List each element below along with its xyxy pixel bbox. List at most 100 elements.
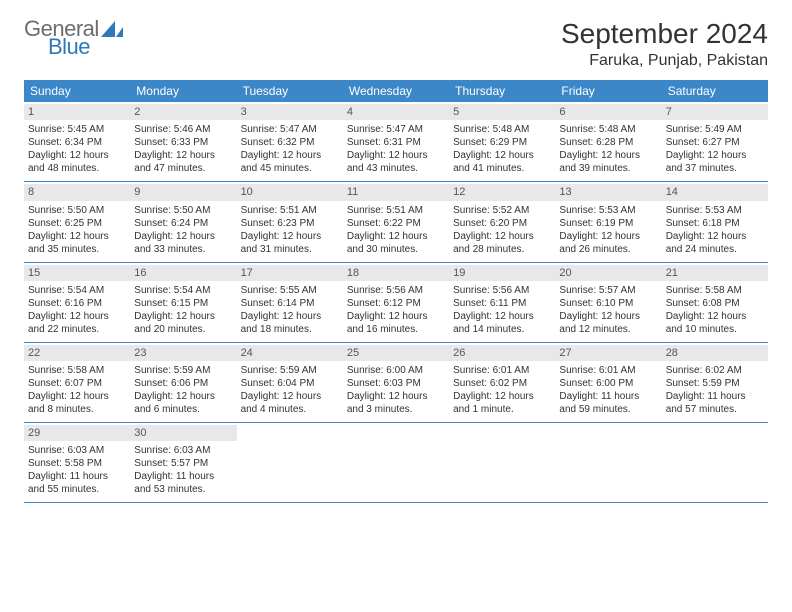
sunrise-text: Sunrise: 5:57 AM (559, 284, 657, 297)
day-number: 13 (555, 184, 661, 200)
day-cell: 16Sunrise: 5:54 AMSunset: 6:15 PMDayligh… (130, 263, 236, 342)
sunrise-text: Sunrise: 5:53 AM (666, 204, 764, 217)
daylight-text: Daylight: 12 hours (453, 149, 551, 162)
daylight-text: Daylight: 12 hours (28, 390, 126, 403)
day-number: 10 (237, 184, 343, 200)
sunset-text: Sunset: 5:58 PM (28, 457, 126, 470)
daylight-text: and 16 minutes. (347, 323, 445, 336)
day-cell: 21Sunrise: 5:58 AMSunset: 6:08 PMDayligh… (662, 263, 768, 342)
sunset-text: Sunset: 6:34 PM (28, 136, 126, 149)
sunset-text: Sunset: 6:24 PM (134, 217, 232, 230)
day-number: 25 (343, 345, 449, 361)
sunrise-text: Sunrise: 5:59 AM (241, 364, 339, 377)
sunset-text: Sunset: 6:29 PM (453, 136, 551, 149)
sunrise-text: Sunrise: 5:48 AM (559, 123, 657, 136)
daylight-text: Daylight: 12 hours (28, 310, 126, 323)
daylight-text: Daylight: 12 hours (134, 390, 232, 403)
sunset-text: Sunset: 6:06 PM (134, 377, 232, 390)
day-cell: 28Sunrise: 6:02 AMSunset: 5:59 PMDayligh… (662, 343, 768, 422)
daylight-text: Daylight: 12 hours (347, 310, 445, 323)
sunrise-text: Sunrise: 5:53 AM (559, 204, 657, 217)
day-cell-empty (343, 423, 449, 502)
day-number: 9 (130, 184, 236, 200)
day-cell: 12Sunrise: 5:52 AMSunset: 6:20 PMDayligh… (449, 182, 555, 261)
daylight-text: and 26 minutes. (559, 243, 657, 256)
daylight-text: Daylight: 11 hours (28, 470, 126, 483)
sunrise-text: Sunrise: 5:50 AM (134, 204, 232, 217)
sunset-text: Sunset: 6:33 PM (134, 136, 232, 149)
sunrise-text: Sunrise: 6:03 AM (28, 444, 126, 457)
sunrise-text: Sunrise: 5:54 AM (28, 284, 126, 297)
daylight-text: and 47 minutes. (134, 162, 232, 175)
week-row: 15Sunrise: 5:54 AMSunset: 6:16 PMDayligh… (24, 263, 768, 343)
day-number: 20 (555, 265, 661, 281)
day-cell-empty (449, 423, 555, 502)
daylight-text: and 28 minutes. (453, 243, 551, 256)
week-row: 22Sunrise: 5:58 AMSunset: 6:07 PMDayligh… (24, 343, 768, 423)
daylight-text: Daylight: 11 hours (666, 390, 764, 403)
sunrise-text: Sunrise: 5:46 AM (134, 123, 232, 136)
sunset-text: Sunset: 6:14 PM (241, 297, 339, 310)
week-row: 29Sunrise: 6:03 AMSunset: 5:58 PMDayligh… (24, 423, 768, 503)
weekday-header: Friday (555, 80, 661, 102)
daylight-text: Daylight: 12 hours (666, 149, 764, 162)
day-number: 26 (449, 345, 555, 361)
sunrise-text: Sunrise: 5:58 AM (666, 284, 764, 297)
day-number: 11 (343, 184, 449, 200)
day-number: 22 (24, 345, 130, 361)
daylight-text: and 33 minutes. (134, 243, 232, 256)
day-number: 29 (24, 425, 130, 441)
sunrise-text: Sunrise: 5:50 AM (28, 204, 126, 217)
sunset-text: Sunset: 6:12 PM (347, 297, 445, 310)
daylight-text: and 30 minutes. (347, 243, 445, 256)
location-text: Faruka, Punjab, Pakistan (561, 52, 768, 70)
day-cell: 15Sunrise: 5:54 AMSunset: 6:16 PMDayligh… (24, 263, 130, 342)
sunrise-text: Sunrise: 5:51 AM (241, 204, 339, 217)
day-cell: 13Sunrise: 5:53 AMSunset: 6:19 PMDayligh… (555, 182, 661, 261)
sunrise-text: Sunrise: 6:00 AM (347, 364, 445, 377)
sunset-text: Sunset: 6:00 PM (559, 377, 657, 390)
daylight-text: Daylight: 12 hours (347, 390, 445, 403)
day-cell-empty (237, 423, 343, 502)
day-number: 5 (449, 104, 555, 120)
daylight-text: Daylight: 12 hours (666, 230, 764, 243)
daylight-text: and 1 minute. (453, 403, 551, 416)
sunset-text: Sunset: 6:32 PM (241, 136, 339, 149)
sunset-text: Sunset: 6:03 PM (347, 377, 445, 390)
daylight-text: Daylight: 12 hours (28, 230, 126, 243)
daylight-text: and 31 minutes. (241, 243, 339, 256)
sunset-text: Sunset: 6:07 PM (28, 377, 126, 390)
sail-icon (101, 21, 123, 37)
daylight-text: and 57 minutes. (666, 403, 764, 416)
daylight-text: and 24 minutes. (666, 243, 764, 256)
daylight-text: Daylight: 12 hours (347, 230, 445, 243)
daylight-text: and 8 minutes. (28, 403, 126, 416)
daylight-text: Daylight: 12 hours (241, 230, 339, 243)
sunrise-text: Sunrise: 5:51 AM (347, 204, 445, 217)
day-number: 15 (24, 265, 130, 281)
daylight-text: and 53 minutes. (134, 483, 232, 496)
sunset-text: Sunset: 6:28 PM (559, 136, 657, 149)
sunset-text: Sunset: 6:31 PM (347, 136, 445, 149)
day-cell-empty (555, 423, 661, 502)
sunrise-text: Sunrise: 5:55 AM (241, 284, 339, 297)
week-row: 8Sunrise: 5:50 AMSunset: 6:25 PMDaylight… (24, 182, 768, 262)
sunset-text: Sunset: 6:25 PM (28, 217, 126, 230)
day-number: 12 (449, 184, 555, 200)
week-row: 1Sunrise: 5:45 AMSunset: 6:34 PMDaylight… (24, 102, 768, 182)
daylight-text: and 55 minutes. (28, 483, 126, 496)
daylight-text: Daylight: 12 hours (241, 390, 339, 403)
day-cell: 25 Sunrise: 6:00 AMSunset: 6:03 PMDayligh… (343, 343, 449, 422)
daylight-text: and 14 minutes. (453, 323, 551, 336)
day-cell: 6Sunrise: 5:48 AMSunset: 6:28 PMDaylight… (555, 102, 661, 181)
daylight-text: and 12 minutes. (559, 323, 657, 336)
day-number: 24 (237, 345, 343, 361)
day-cell: 8Sunrise: 5:50 AMSunset: 6:25 PMDaylight… (24, 182, 130, 261)
daylight-text: Daylight: 12 hours (666, 310, 764, 323)
day-cell: 20Sunrise: 5:57 AMSunset: 6:10 PMDayligh… (555, 263, 661, 342)
sunrise-text: Sunrise: 6:03 AM (134, 444, 232, 457)
sunset-text: Sunset: 6:27 PM (666, 136, 764, 149)
daylight-text: and 6 minutes. (134, 403, 232, 416)
day-cell: 22Sunrise: 5:58 AMSunset: 6:07 PMDayligh… (24, 343, 130, 422)
day-number: 16 (130, 265, 236, 281)
